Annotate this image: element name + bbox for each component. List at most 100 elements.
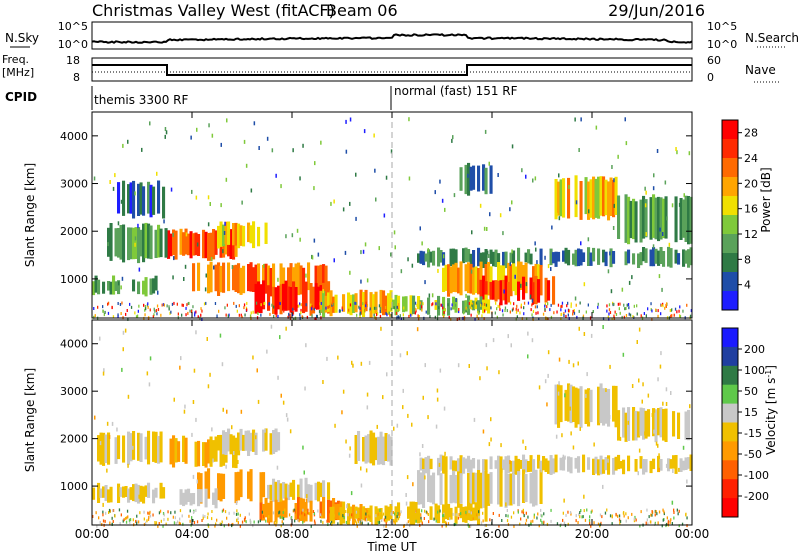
data-cell <box>139 229 143 257</box>
nsky-tick-bottom: 10^0 <box>58 38 88 51</box>
data-cell <box>102 486 106 498</box>
noise-cell <box>112 509 114 513</box>
sparse-cell <box>436 388 439 393</box>
data-cell <box>162 487 166 499</box>
sparse-cell <box>451 138 453 143</box>
sparse-cell <box>326 356 328 361</box>
data-cell <box>97 279 101 295</box>
data-cell <box>464 264 468 292</box>
noise-cell <box>546 522 549 526</box>
sparse-cell <box>360 250 362 255</box>
noise-cell <box>399 512 401 516</box>
sparse-cell <box>586 372 588 377</box>
data-cell <box>494 280 498 302</box>
data-cell <box>249 225 253 244</box>
data-cell <box>614 176 618 215</box>
sparse-cell <box>578 148 580 152</box>
data-cell <box>589 252 593 266</box>
noise-cell <box>470 511 472 515</box>
data-cell <box>267 265 271 292</box>
data-cell <box>402 296 406 313</box>
noise-cell <box>499 307 501 311</box>
data-cell <box>237 223 241 249</box>
noise-cell <box>650 513 652 517</box>
sparse-cell <box>435 424 438 429</box>
data-cell <box>512 250 516 268</box>
colorbar-swatch <box>722 479 738 499</box>
data-cell <box>454 262 458 293</box>
data-cell <box>502 251 506 268</box>
freq-panel: Freq. [MHz] 18 8 60 0 Nave <box>2 53 780 84</box>
x-tick-label: 08:00 <box>275 527 310 541</box>
noise-cell <box>214 302 217 305</box>
noise-cell <box>197 315 199 319</box>
noise-cell <box>120 513 122 517</box>
data-cell <box>247 430 251 456</box>
noise-cell <box>348 513 350 517</box>
noise-cell <box>222 508 225 512</box>
noise-cell <box>231 524 233 528</box>
noise-cell <box>458 310 460 314</box>
noise-cell <box>588 518 591 522</box>
data-cell <box>652 408 656 437</box>
data-cell <box>219 473 223 502</box>
noise-cell <box>553 311 555 315</box>
data-cell <box>154 229 158 258</box>
noise-cell <box>109 509 111 513</box>
data-cell <box>597 176 601 219</box>
noise-cell <box>655 510 657 514</box>
data-cell <box>319 290 323 313</box>
noise-cell <box>369 515 371 519</box>
data-cell <box>472 458 476 469</box>
data-cell <box>429 475 433 503</box>
noise-cell <box>397 309 399 313</box>
noise-cell <box>481 302 483 306</box>
noise-cell <box>168 305 170 309</box>
noise-cell <box>260 303 262 307</box>
noise-cell <box>181 514 183 518</box>
noise-cell <box>366 303 369 307</box>
data-cell <box>152 431 156 462</box>
noise-cell <box>263 302 265 306</box>
data-cell <box>449 456 453 470</box>
data-cell <box>474 472 478 502</box>
noise-cell <box>279 515 281 519</box>
data-cell <box>387 434 391 462</box>
noise-cell <box>304 513 306 517</box>
data-cell <box>144 436 148 460</box>
sparse-cell <box>271 148 274 153</box>
noise-cell <box>323 307 325 311</box>
data-cell <box>504 473 508 508</box>
noise-cell <box>474 510 476 514</box>
noise-cell <box>645 521 647 525</box>
noise-cell <box>562 518 564 522</box>
noise-cell <box>435 519 437 523</box>
noise-cell <box>546 305 548 309</box>
data-cell <box>249 469 253 502</box>
sparse-cell <box>507 334 509 339</box>
sparse-cell <box>628 280 631 285</box>
data-cell <box>557 384 561 428</box>
noise-cell <box>525 522 527 526</box>
data-cell <box>394 506 398 523</box>
sparse-cell <box>106 421 109 426</box>
data-cell <box>367 434 371 463</box>
noise-cell <box>432 302 434 306</box>
sparse-cell <box>588 209 590 214</box>
noise-cell <box>349 517 351 521</box>
data-cell <box>454 249 458 267</box>
sparse-cell <box>637 471 639 476</box>
noise-cell <box>407 520 409 524</box>
noise-cell <box>523 514 525 518</box>
noise-cell <box>657 314 659 318</box>
noise-cell <box>590 524 592 528</box>
noise-cell <box>302 520 304 524</box>
noise-cell <box>157 308 160 311</box>
noise-cell <box>597 522 600 526</box>
data-cell <box>197 489 201 507</box>
noise-cell <box>454 303 457 307</box>
noise-cell <box>355 510 358 514</box>
noise-cell <box>645 314 647 318</box>
sparse-cell <box>170 187 173 192</box>
data-cell <box>137 183 141 216</box>
